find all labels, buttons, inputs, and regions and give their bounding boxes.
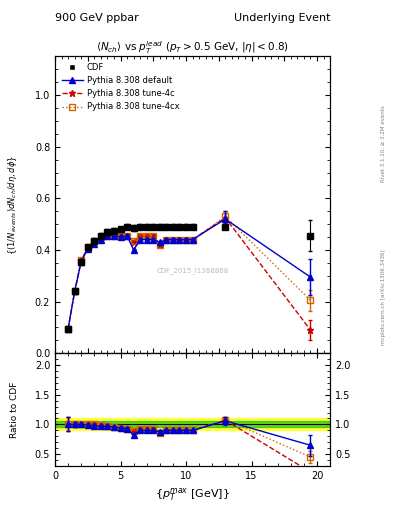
Y-axis label: Ratio to CDF: Ratio to CDF [10,381,19,438]
Text: Rivet 3.1.10, ≥ 3.2M events: Rivet 3.1.10, ≥ 3.2M events [381,105,386,182]
Bar [55,421,330,428]
Text: CDF_2015_I1388868: CDF_2015_I1388868 [156,267,229,273]
Legend: CDF, Pythia 8.308 default, Pythia 8.308 tune-4c, Pythia 8.308 tune-4cx: CDF, Pythia 8.308 default, Pythia 8.308 … [59,60,182,114]
X-axis label: $\{p_T^{max}$ [GeV]$\}$: $\{p_T^{max}$ [GeV]$\}$ [155,486,230,503]
Title: $\langle N_{ch}\rangle$ vs $p_T^{lead}$ ($p_T > 0.5$ GeV, $|\eta| < 0.8$): $\langle N_{ch}\rangle$ vs $p_T^{lead}$ … [96,39,289,56]
Text: mcplots.cern.ch [arXiv:1306.3436]: mcplots.cern.ch [arXiv:1306.3436] [381,249,386,345]
Text: Underlying Event: Underlying Event [233,13,330,23]
Y-axis label: $\{(1/N_{events}) dN_{ch}/d\eta, d\phi\}$: $\{(1/N_{events}) dN_{ch}/d\eta, d\phi\}… [6,155,19,255]
Text: 900 GeV ppbar: 900 GeV ppbar [55,13,139,23]
Bar [55,418,330,431]
